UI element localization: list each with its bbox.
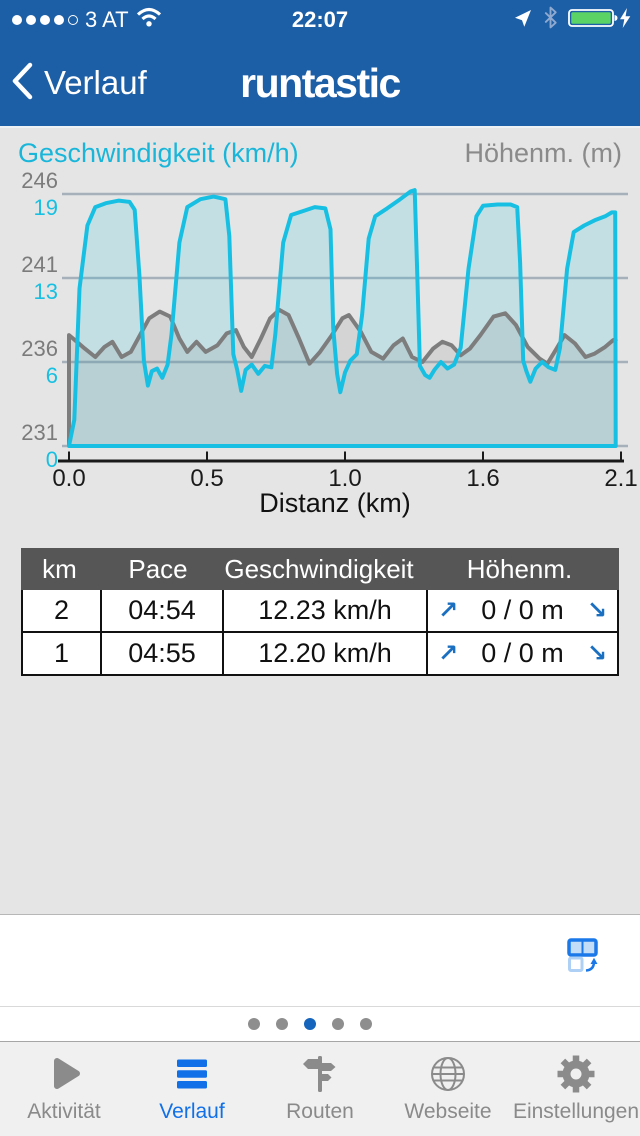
elevation-loss-icon: ↘ xyxy=(586,597,607,624)
speed-line xyxy=(67,188,618,448)
col-header-elevation: Höhenm. xyxy=(466,554,573,584)
back-button[interactable]: Verlauf xyxy=(10,40,147,126)
globe-icon xyxy=(426,1048,470,1100)
bluetooth-icon xyxy=(543,6,558,34)
signal-strength-icon xyxy=(12,15,78,25)
clock-label: 22:07 xyxy=(291,7,349,32)
tab-label: Einstellungen xyxy=(512,1100,640,1123)
col-header-pace: Pace xyxy=(128,554,188,584)
runtastic-logo: runtastic xyxy=(240,59,401,106)
signal-dot xyxy=(68,15,78,25)
main-content: Geschwindigkeit (km/h) Höhenm. (m) 246 19… xyxy=(0,128,640,914)
col-header-speed: Geschwindigkeit xyxy=(224,554,414,584)
play-icon xyxy=(42,1048,86,1100)
tab-webseite[interactable]: Webseite xyxy=(384,1042,512,1136)
wifi-icon xyxy=(136,7,162,33)
page-dot[interactable] xyxy=(276,1018,288,1030)
elevation-gain-icon: ↗ xyxy=(438,597,459,624)
signal-dot xyxy=(26,15,36,25)
nav-bar: Verlauf runtastic xyxy=(0,40,640,126)
page-dot-active[interactable] xyxy=(304,1018,316,1030)
back-label: Verlauf xyxy=(44,64,147,101)
y-axis-label-speed: 6 xyxy=(45,363,58,388)
page-dot[interactable] xyxy=(360,1018,372,1030)
splits-table: km Pace Geschwindigkeit Höhenm. 2 04:54 … xyxy=(21,548,619,676)
layout-share-button[interactable] xyxy=(566,937,606,977)
tab-einstellungen[interactable]: Einstellungen xyxy=(512,1042,640,1136)
tab-label: Verlauf xyxy=(159,1100,225,1123)
page-dot[interactable] xyxy=(332,1018,344,1030)
y-axis-label-speed: 13 xyxy=(33,279,58,304)
signal-dot xyxy=(40,15,50,25)
y-axis-label-speed: 0 xyxy=(45,447,58,472)
signal-dot xyxy=(54,15,64,25)
table-row: 1 04:55 12.20 km/h ↗ 0 / 0 m ↘ xyxy=(21,633,619,676)
y-axis-label-speed: 19 xyxy=(33,195,58,220)
tab-label: Aktivität xyxy=(27,1100,101,1123)
charging-bolt-icon xyxy=(620,7,631,28)
layout-share-icon xyxy=(567,938,598,972)
page-indicator xyxy=(0,1006,640,1042)
tab-verlauf[interactable]: Verlauf xyxy=(128,1042,256,1136)
list-icon xyxy=(170,1048,214,1100)
status-bar: 3 AT 22:07 xyxy=(0,0,640,40)
cell-speed: 12.23 km/h xyxy=(222,590,426,631)
chart-x-axis-label: Distanz (km) xyxy=(259,488,411,518)
x-axis-tick-label: 2.1 xyxy=(604,465,638,492)
elevation-gain-icon: ↗ xyxy=(438,640,459,667)
gear-icon xyxy=(554,1048,598,1100)
cell-elevation: 0 / 0 m xyxy=(481,638,564,668)
location-icon xyxy=(513,8,533,33)
share-panel xyxy=(0,914,640,1006)
signal-dot xyxy=(12,15,22,25)
signpost-icon xyxy=(298,1048,342,1100)
col-header-km: km xyxy=(42,554,77,584)
back-chevron-icon xyxy=(10,60,34,107)
x-axis-tick-label: 0.0 xyxy=(52,465,86,492)
x-axis-tick-label: 1.6 xyxy=(466,465,500,492)
y-axis-label-elevation: 246 xyxy=(21,168,58,193)
table-row: 2 04:54 12.23 km/h ↗ 0 / 0 m ↘ xyxy=(21,590,619,633)
y-axis-label-elevation: 231 xyxy=(21,420,58,445)
cell-km: 1 xyxy=(53,638,70,668)
table-header-row: km Pace Geschwindigkeit Höhenm. xyxy=(21,548,619,590)
tab-label: Routen xyxy=(286,1100,354,1123)
chart-plot[interactable] xyxy=(0,128,640,520)
cell-pace: 04:54 xyxy=(100,590,222,631)
elevation-loss-icon: ↘ xyxy=(586,640,607,667)
speed-elevation-chart[interactable]: Geschwindigkeit (km/h) Höhenm. (m) 246 19… xyxy=(0,128,640,520)
tab-aktivitaet[interactable]: Aktivität xyxy=(0,1042,128,1136)
status-right xyxy=(513,0,632,40)
speed-area xyxy=(69,190,616,446)
y-axis-label-elevation: 236 xyxy=(21,336,58,361)
carrier-label: 3 AT xyxy=(85,7,129,32)
cell-elevation: 0 / 0 m xyxy=(481,595,564,625)
battery-icon xyxy=(568,7,632,34)
tab-label: Webseite xyxy=(404,1100,492,1123)
tab-bar: Aktivität Verlauf Routen Webseite xyxy=(0,1042,640,1136)
y-axis-label-elevation: 241 xyxy=(21,252,58,277)
nav-separator xyxy=(0,126,640,128)
chart-left-axis-title: Geschwindigkeit (km/h) xyxy=(18,138,299,168)
cell-km: 2 xyxy=(53,595,70,625)
cell-speed: 12.20 km/h xyxy=(222,633,426,674)
x-axis-tick-label: 0.5 xyxy=(190,465,224,492)
page-dot[interactable] xyxy=(248,1018,260,1030)
x-axis-tick-label: 1.0 xyxy=(328,465,362,492)
cell-pace: 04:55 xyxy=(100,633,222,674)
chart-right-axis-title: Höhenm. (m) xyxy=(464,138,622,168)
tab-routen[interactable]: Routen xyxy=(256,1042,384,1136)
status-left: 3 AT xyxy=(12,0,162,40)
